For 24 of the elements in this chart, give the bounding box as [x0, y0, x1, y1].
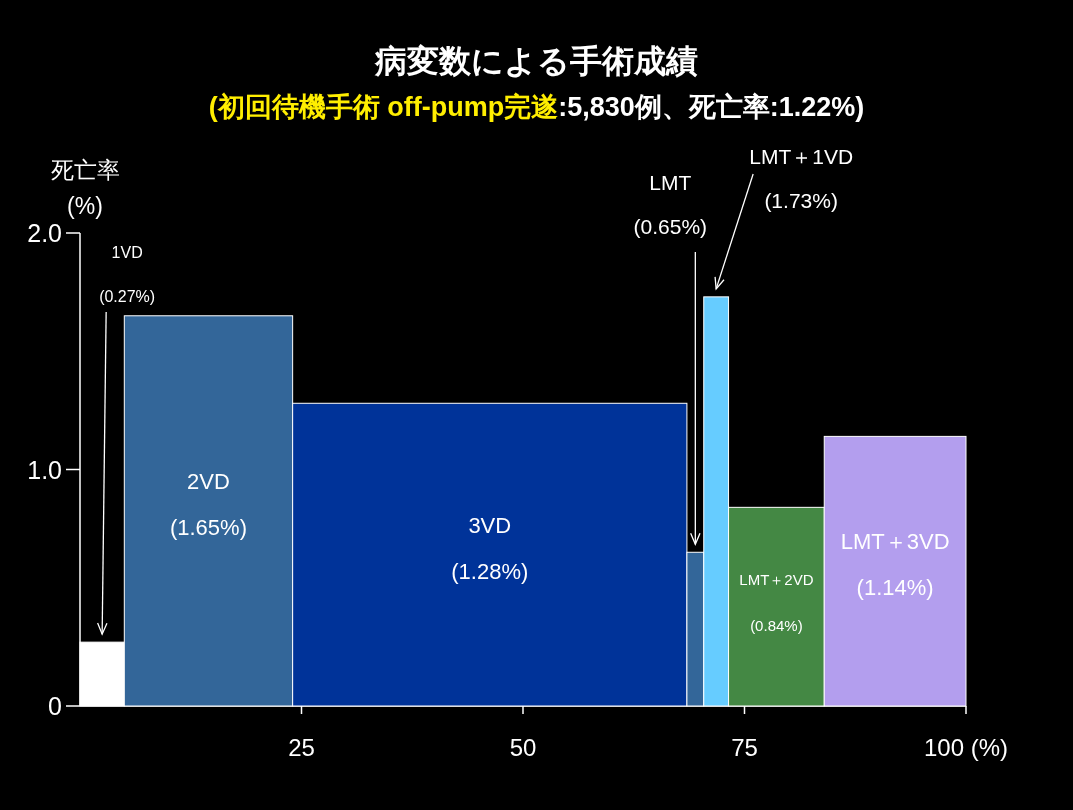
x-tick-label: 100 (%) [923, 734, 1009, 761]
data-label: (0.27%) [99, 288, 156, 305]
category-label: LMT＋3VD [840, 529, 950, 555]
category-label: 3VD [468, 512, 512, 538]
category-label: 1VD [111, 244, 143, 261]
chart-title: 病変数による手術成績 [374, 43, 698, 79]
data-label: (1.73%) [764, 189, 838, 212]
category-label: 2VD [187, 468, 230, 494]
data-label: (0.65%) [633, 215, 708, 238]
data-label: (1.65%) [169, 514, 247, 540]
data-label: (1.28%) [451, 558, 529, 584]
data-label: (0.84%) [750, 616, 803, 634]
x-tick-label: 50 [509, 734, 537, 761]
category-label: LMT＋2VD [739, 570, 814, 588]
y-tick-label: 1.0 [27, 455, 62, 484]
category-label: LMT＋1VD [749, 145, 854, 168]
data-label: (1.14%) [856, 575, 934, 601]
y-tick-label: 2.0 [27, 219, 62, 247]
y-tick-label: 0 [48, 692, 62, 720]
category-label: LMT [649, 171, 692, 194]
x-tick-label: 75 [731, 734, 758, 761]
x-tick-label: 25 [288, 734, 315, 761]
chart-subtitle: (初回待機手術 off-pump完遂:5,830例、死亡率:1.22%) [208, 92, 865, 122]
y-axis-title: 死亡率 (%) [50, 157, 120, 219]
